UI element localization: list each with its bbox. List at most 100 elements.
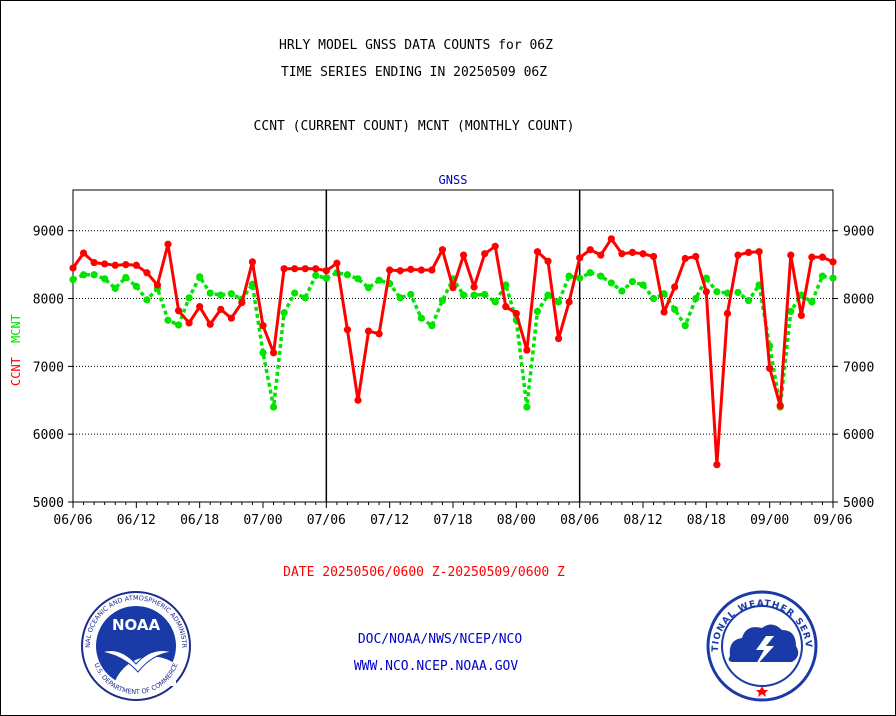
data-point-mcnt [269,403,278,411]
chart-title-line1: HRLY MODEL GNSS DATA COUNTS for 06Z [279,38,553,53]
y-tick-label-right: 6000 [843,428,874,443]
data-point-ccnt [491,242,499,250]
data-point-mcnt [196,273,204,281]
data-point-ccnt [565,298,573,306]
data-point-mcnt [618,287,626,295]
data-point-ccnt [438,246,447,254]
data-point-mcnt [132,282,140,290]
data-point-mcnt [206,289,214,297]
data-point-mcnt [481,290,489,299]
data-point-ccnt [248,258,257,266]
data-point-mcnt [143,296,151,304]
x-tick-label: 09/06 [813,513,852,528]
data-point-ccnt [101,260,109,268]
data-point-ccnt [79,249,88,257]
data-point-ccnt [702,288,710,296]
data-point-mcnt [291,289,299,297]
data-point-ccnt [755,248,763,256]
website-label: WWW.NCO.NCEP.NOAA.GOV [353,659,519,674]
data-point-mcnt [322,274,330,282]
data-point-ccnt [407,265,415,273]
data-point-ccnt [744,248,753,256]
data-point-mcnt [259,349,267,357]
data-point-mcnt [639,281,647,289]
data-point-ccnt [533,248,542,256]
data-point-ccnt [227,314,235,322]
data-point-ccnt [512,309,520,318]
data-point-ccnt [153,281,162,289]
data-point-mcnt [364,284,373,292]
data-point-mcnt [470,291,478,299]
data-point-ccnt [597,251,605,259]
data-point-ccnt [723,309,732,318]
x-tick-label: 07/12 [370,513,409,528]
x-tick-label: 08/18 [687,513,726,528]
x-tick-label: 07/18 [433,513,472,528]
y-tick-label-left: 9000 [33,225,64,240]
data-point-mcnt [301,294,309,302]
data-point-ccnt [386,266,394,274]
data-point-ccnt [607,235,615,243]
data-point-ccnt [618,250,626,258]
data-point-mcnt [407,290,415,299]
data-point-ccnt [766,364,774,372]
data-point-mcnt [681,322,689,330]
data-point-mcnt [174,321,183,329]
data-point-mcnt [227,290,235,298]
data-point-mcnt [90,271,98,279]
data-point-mcnt [692,294,700,303]
data-point-ccnt [776,402,784,410]
data-point-ccnt [713,461,721,469]
data-point-ccnt [428,266,436,274]
data-point-ccnt [586,246,594,254]
data-point-mcnt [808,298,816,306]
x-tick-label: 08/00 [497,513,536,528]
data-point-mcnt [185,294,193,302]
data-point-ccnt [164,240,172,248]
data-point-mcnt [375,276,383,284]
data-point-ccnt [639,250,647,258]
data-point-mcnt [101,275,109,283]
data-point-mcnt [312,271,320,280]
data-point-mcnt [734,288,742,297]
data-point-ccnt [481,250,489,258]
data-point-mcnt [818,272,827,280]
x-tick-label: 07/06 [307,513,346,528]
data-point-ccnt [280,265,288,273]
chart-title-line2: TIME SERIES ENDING IN 20250509 06Z [280,65,548,80]
y-axis-label-mcnt: MCNT [9,314,23,343]
y-tick-label-left: 5000 [33,496,64,511]
data-point-mcnt [607,279,615,287]
data-point-ccnt [660,308,668,316]
data-point-mcnt [565,272,573,280]
data-point-ccnt [238,298,246,307]
y-tick-label-right: 7000 [843,360,874,375]
data-point-mcnt [248,280,257,288]
data-point-mcnt [428,322,436,330]
data-point-ccnt [375,330,383,338]
data-point-ccnt [628,248,637,256]
data-point-ccnt [322,267,330,275]
data-point-ccnt [259,322,267,330]
y-axis-label-ccnt: CCNT [9,357,23,386]
data-point-ccnt [291,265,299,273]
y-tick-label-left: 6000 [33,428,64,443]
data-point-mcnt [354,275,362,283]
data-point-ccnt [671,283,679,291]
org-label: DOC/NOAA/NWS/NCEP/NCO [357,632,523,647]
data-point-mcnt [586,269,594,277]
data-point-mcnt [343,271,352,279]
y-tick-label-left: 7000 [33,360,64,375]
x-tick-label: 06/18 [180,513,219,528]
data-point-ccnt [692,252,700,261]
data-point-ccnt [196,303,204,311]
data-point-mcnt [491,298,499,306]
data-point-mcnt [576,274,584,282]
data-point-ccnt [797,311,805,320]
data-point-mcnt [122,273,130,282]
data-point-ccnt [174,307,183,315]
data-point-ccnt [143,269,151,277]
x-tick-label: 06/12 [117,513,156,528]
data-point-mcnt [597,272,605,280]
data-point-ccnt [544,257,552,265]
